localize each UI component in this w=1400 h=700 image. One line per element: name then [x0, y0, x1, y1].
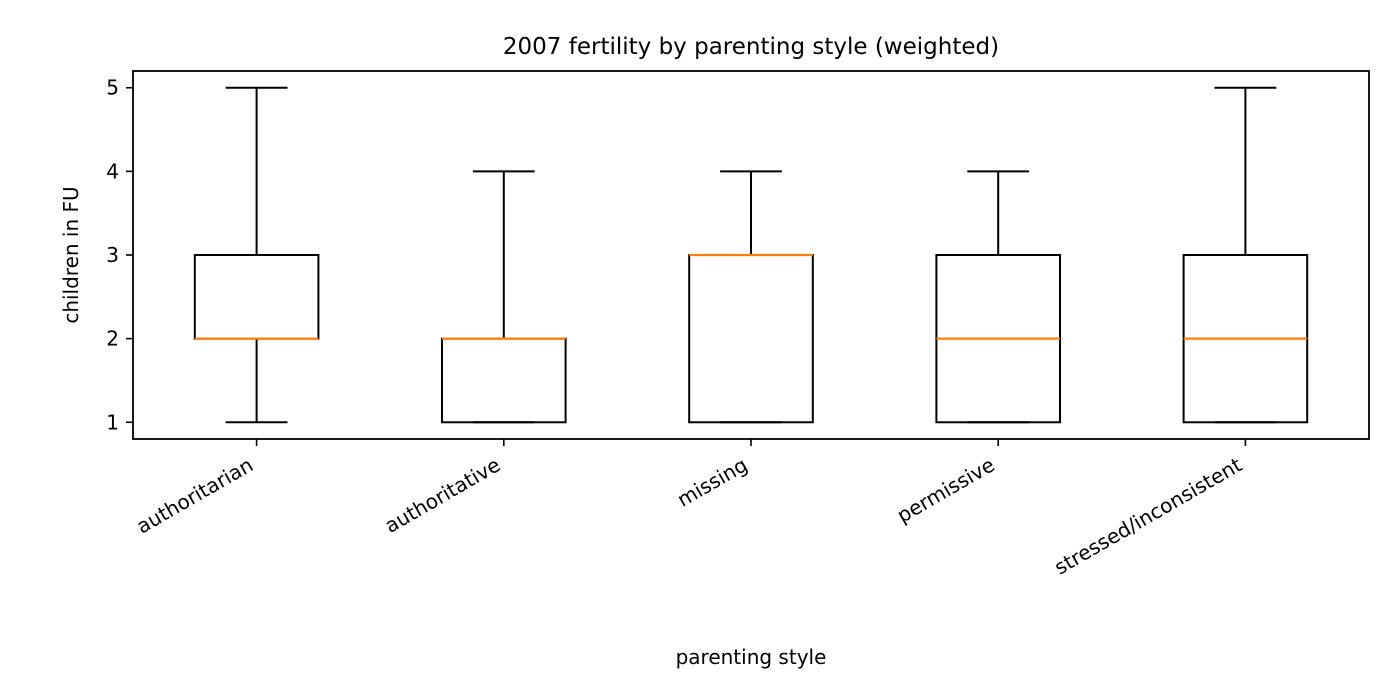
x-axis: authoritarian authoritative missing permiss…	[132, 439, 1247, 579]
box-missing	[688, 170, 814, 424]
box-stressed-inconsistent	[1182, 86, 1309, 424]
x-tick-label: missing	[673, 453, 752, 512]
x-tick-label: stressed/inconsistent	[1050, 452, 1246, 579]
box-permissive	[935, 170, 1062, 424]
y-tick-label: 3	[106, 243, 119, 267]
y-tick-label: 5	[106, 76, 119, 100]
x-tick-label: authoritarian	[132, 453, 257, 539]
iqr-box	[441, 337, 567, 424]
x-axis-label: parenting style	[676, 645, 827, 669]
y-axis: 1 2 3 4 5	[106, 76, 133, 434]
box-series	[193, 86, 1309, 424]
y-axis-label: children in FU	[59, 186, 83, 323]
chart-title: 2007 fertility by parenting style (weigh…	[503, 34, 999, 60]
y-tick-label: 2	[106, 327, 119, 351]
y-tick-label: 1	[106, 410, 119, 434]
y-tick-label: 4	[106, 159, 119, 183]
iqr-box	[688, 254, 814, 424]
iqr-box	[193, 254, 320, 340]
box-authoritarian	[193, 86, 320, 424]
x-tick-label: permissive	[893, 453, 999, 528]
x-tick-label: authoritative	[380, 453, 504, 538]
box-authoritative	[441, 170, 567, 424]
